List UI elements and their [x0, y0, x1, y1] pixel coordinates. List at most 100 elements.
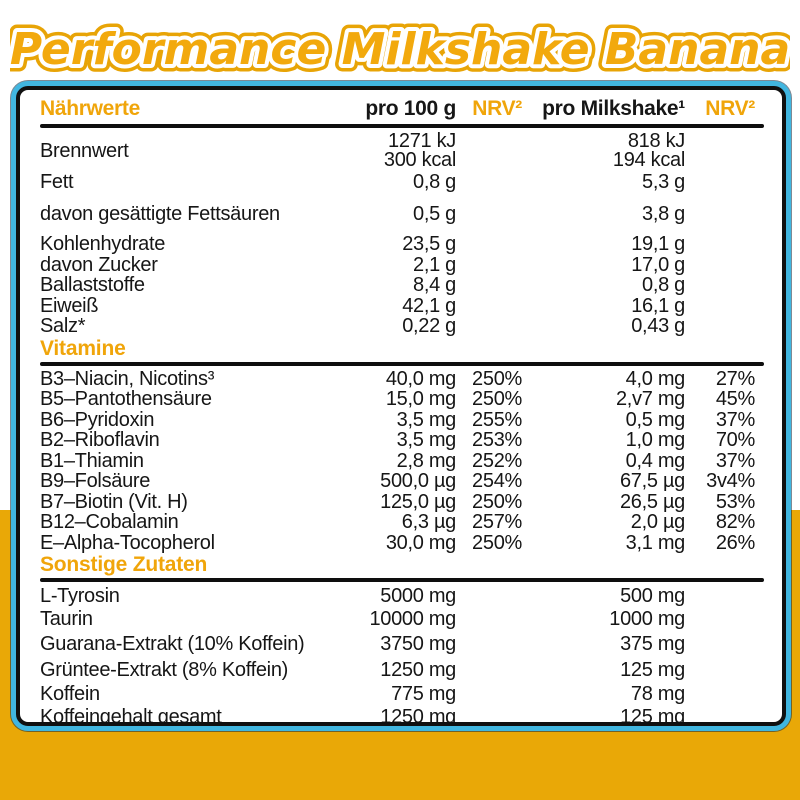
nrv-per-100g: 253% — [472, 429, 522, 451]
table-row: Fett 0,8 g 5,3 g — [40, 171, 764, 194]
value-per-100g: 3,5 mg — [396, 429, 457, 451]
nrv-per-shake: 70% — [715, 429, 755, 451]
spacer-cell — [685, 296, 755, 317]
nutrition-facts-card: Nährwerte pro 100 g NRV² pro Milkshake¹ … — [16, 86, 786, 726]
spacer-cell — [456, 683, 522, 706]
spacer-cell — [685, 234, 755, 255]
table-row: E–Alpha-Tocopherol 30,0 mg 250% 3,1 mg 2… — [40, 531, 764, 554]
value-per-100g: 15,0 mg — [385, 388, 456, 410]
column-header-nrv-milkshake: NRV² — [705, 97, 755, 120]
spacer-cell — [456, 171, 522, 194]
row-label: E–Alpha-Tocopherol — [40, 531, 215, 554]
value-per-100g: 1250 mg — [380, 706, 456, 726]
table-row: Ballaststoffe 8,4 g 0,8 g — [40, 275, 764, 296]
row-label: Koffeingehalt gesamt — [40, 706, 222, 726]
nrv-per-100g: 252% — [472, 449, 522, 472]
product-title-lettering: Performance Milkshake Banana Performance… — [10, 17, 790, 83]
row-label: Eiweiß — [40, 294, 99, 317]
header-divider-rule — [40, 124, 764, 128]
value-per-shake: 2,0 µg — [630, 511, 686, 533]
energy-kcal-shake: 194 kcal — [612, 149, 685, 171]
value-per-shake: 500 mg — [620, 585, 685, 607]
value-per-shake: 0,5 mg — [625, 408, 686, 431]
table-row: Koffein 775 mg 78 mg — [40, 683, 764, 706]
table-row: Grüntee-Extrakt (8% Koffein) 1250 mg 125… — [40, 657, 764, 683]
energy-kj-100g: 1271 kJ — [388, 130, 456, 152]
table-row: Guarana-Extrakt (10% Koffein) 3750 mg 37… — [40, 631, 764, 657]
row-label: B5–Pantothensäure — [40, 388, 212, 410]
nrv-per-100g: 257% — [472, 511, 522, 533]
spacer-cell — [685, 608, 755, 631]
nrv-per-shake: 37% — [715, 449, 755, 472]
value-per-shake: 16,1 g — [631, 294, 685, 317]
spacer-cell — [456, 657, 522, 683]
value-per-shake: 125 mg — [620, 659, 685, 681]
value-per-100g: 5000 mg — [380, 585, 456, 607]
value-per-shake: 3,8 g — [642, 203, 685, 225]
value-per-shake: 1000 mg — [609, 608, 685, 630]
value-per-shake: 0,43 g — [631, 315, 685, 337]
nrv-per-shake: 37% — [715, 408, 755, 431]
column-header-nrv-100g: NRV² — [472, 97, 522, 120]
value-per-100g: 2,1 g — [413, 253, 456, 276]
nrv-per-100g: 250% — [472, 490, 522, 513]
table-row: B9–Folsäure 500,0 µg 254% 67,5 µg 3v4% — [40, 471, 764, 492]
spacer-cell — [685, 255, 755, 276]
value-per-shake: 818 kJ 194 kcal — [522, 130, 685, 171]
table-row: Koffeingehalt gesamt 1250 mg 125 mg — [40, 706, 764, 726]
table-row: davon Zucker 2,1 g 17,0 g — [40, 253, 764, 276]
value-per-shake: 375 mg — [620, 633, 685, 655]
row-label: B12–Cobalamin — [40, 511, 179, 533]
value-per-100g: 1250 mg — [380, 659, 456, 681]
row-label: Grüntee-Extrakt (8% Koffein) — [40, 659, 289, 681]
value-per-100g: 3750 mg — [380, 633, 456, 655]
value-per-shake: 17,0 g — [631, 253, 685, 276]
spacer-cell — [456, 631, 522, 657]
table-row: Kohlenhydrate 23,5 g 19,1 g — [40, 234, 764, 255]
value-per-shake: 0,8 g — [642, 274, 685, 296]
value-per-shake: 125 mg — [620, 706, 685, 726]
spacer-cell — [685, 631, 755, 657]
table-row-energy: Brennwert 1271 kJ 300 kcal 818 kJ 194 kc… — [40, 131, 764, 171]
spacer-cell — [685, 316, 755, 337]
table-row: Salz* 0,22 g 0,43 g — [40, 316, 764, 337]
product-title-area: Performance Milkshake Banana Performance… — [0, 10, 800, 88]
value-per-100g: 10000 mg — [369, 608, 456, 630]
nrv-per-shake: 26% — [715, 531, 755, 554]
table-row: B5–Pantothensäure 15,0 mg 250% 2,v7 mg 4… — [40, 389, 764, 410]
energy-kj-shake: 818 kJ — [627, 130, 685, 152]
value-per-100g: 775 mg — [391, 683, 456, 705]
value-per-100g: 0,5 g — [413, 203, 456, 225]
column-header-nutrients: Nährwerte — [40, 97, 141, 120]
row-label: Koffein — [40, 683, 100, 705]
value-per-100g: 6,3 µg — [401, 511, 457, 533]
table-row: B3–Niacin, Nicotins³ 40,0 mg 250% 4,0 mg… — [40, 367, 764, 390]
value-per-100g: 30,0 mg — [385, 531, 456, 554]
table-row: B1–Thiamin 2,8 mg 252% 0,4 mg 37% — [40, 449, 764, 472]
row-label: Taurin — [40, 608, 93, 630]
value-per-shake: 5,3 g — [642, 171, 685, 193]
row-label: Salz* — [40, 315, 86, 337]
spacer-cell — [685, 585, 755, 608]
value-per-100g: 1271 kJ 300 kcal — [346, 130, 456, 171]
table-row: B12–Cobalamin 6,3 µg 257% 2,0 µg 82% — [40, 512, 764, 533]
energy-kcal-100g: 300 kcal — [383, 149, 456, 171]
spacer-cell — [456, 585, 522, 608]
row-label: L-Tyrosin — [40, 585, 120, 607]
section-header-vitamins: Vitamine — [40, 336, 126, 360]
other-ingredients-divider-rule — [40, 578, 764, 582]
table-row: davon gesättigte Fettsäuren 0,5 g 3,8 g — [40, 194, 764, 234]
spacer-cell — [456, 608, 522, 631]
value-per-100g: 23,5 g — [402, 233, 456, 255]
row-label: B7–Biotin (Vit. H) — [40, 490, 188, 513]
nrv-per-shake: 27% — [715, 367, 755, 390]
spacer-cell — [456, 275, 522, 296]
row-label: B1–Thiamin — [40, 449, 144, 472]
nrv-per-100g: 254% — [472, 470, 522, 492]
spacer-cell — [456, 706, 522, 722]
spacer-cell — [685, 275, 755, 296]
value-per-shake: 2,v7 mg — [615, 388, 685, 410]
table-row: B6–Pyridoxin 3,5 mg 255% 0,5 mg 37% — [40, 408, 764, 431]
spacer-cell — [456, 316, 522, 337]
